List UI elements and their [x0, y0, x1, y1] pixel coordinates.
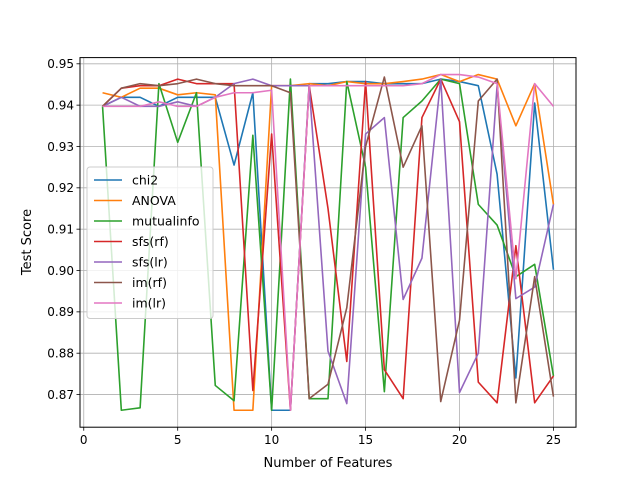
x-axis-label: Number of Features: [264, 456, 393, 471]
series-line-im-rf-: [101, 76, 555, 404]
plot-frame: [79, 57, 577, 428]
x-axis-ticks: 0 5 10 15 20 25: [80, 427, 561, 447]
x-tick-label: 20: [452, 433, 467, 447]
y-tick-label: 0.87: [47, 388, 74, 402]
x-tick-label: 0: [80, 433, 88, 447]
series-lines: [101, 73, 555, 412]
y-tick-label: 0.90: [47, 264, 74, 278]
y-tick-label: 0.91: [47, 222, 74, 236]
legend-label: im(lr): [132, 296, 166, 311]
series-line-sfs-lr-: [102, 78, 555, 405]
x-tick-label: 10: [264, 433, 279, 447]
x-tick-label: 5: [174, 433, 182, 447]
legend-label: mutualinfo: [132, 214, 200, 229]
legend: chi2 ANOVA mutualinfo sfs(rf) sfs(lr) im(rf) i…: [86, 166, 214, 319]
y-tick-label: 0.95: [47, 57, 74, 71]
y-tick-label: 0.94: [47, 98, 74, 112]
y-axis-label: Test Score: [20, 209, 35, 276]
legend-label: chi2: [132, 173, 158, 188]
series-line-im-lr-: [102, 73, 555, 412]
y-tick-label: 0.89: [47, 305, 74, 319]
legend-label: sfs(lr): [132, 255, 168, 270]
legend-label: ANOVA: [132, 193, 176, 208]
legend-box: [86, 166, 214, 319]
y-tick-label: 0.88: [47, 346, 74, 360]
y-axis-ticks: 0.87 0.88 0.89 0.90 0.91 0.92 0.93 0.94 0.95: [47, 57, 80, 402]
legend-label: sfs(rf): [132, 234, 169, 249]
series-line-mutualinfo: [101, 78, 555, 412]
y-tick-label: 0.92: [47, 181, 74, 195]
y-tick-label: 0.93: [47, 140, 74, 154]
series-line-chi2: [102, 78, 555, 412]
x-tick-label: 25: [546, 433, 561, 447]
legend-label: im(rf): [132, 275, 167, 290]
series-line-sfs-rf-: [101, 78, 555, 412]
x-tick-label: 15: [358, 433, 373, 447]
